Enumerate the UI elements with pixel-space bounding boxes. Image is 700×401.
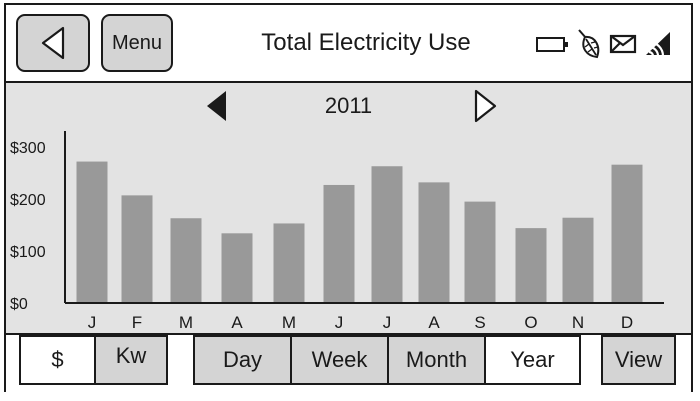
filled-triangle-left-icon[interactable] bbox=[204, 89, 230, 123]
week-button[interactable]: Week bbox=[290, 335, 389, 385]
y-tick-label: $300 bbox=[10, 140, 46, 157]
bar bbox=[371, 166, 403, 303]
kw-unit-button[interactable]: Kw bbox=[94, 335, 168, 385]
bar bbox=[273, 223, 305, 303]
bar bbox=[221, 233, 253, 303]
y-tick-label: $0 bbox=[10, 296, 28, 313]
x-tick-label: N bbox=[572, 313, 584, 332]
dollar-unit-button[interactable]: $ bbox=[19, 335, 96, 385]
x-tick-label: J bbox=[88, 313, 97, 332]
bar bbox=[562, 217, 594, 303]
bar bbox=[515, 228, 547, 303]
x-tick-label: D bbox=[621, 313, 633, 332]
bar bbox=[611, 164, 643, 303]
bar bbox=[418, 182, 450, 303]
triangle-left-icon bbox=[41, 26, 65, 60]
x-tick-label: M bbox=[179, 313, 193, 332]
outline-triangle-right-icon[interactable] bbox=[472, 89, 498, 123]
battery-icon bbox=[536, 37, 568, 52]
back-button[interactable] bbox=[16, 14, 90, 72]
x-tick-label: F bbox=[132, 313, 142, 332]
month-button[interactable]: Month bbox=[387, 335, 486, 385]
bar bbox=[323, 184, 355, 303]
x-tick-label: A bbox=[231, 313, 243, 332]
bar bbox=[121, 195, 153, 303]
x-tick-label: A bbox=[428, 313, 440, 332]
header: Menu Total Electricity Use bbox=[6, 5, 691, 83]
bar-chart: $0 $100 $200 $300 J F M A M J J A S O N D bbox=[10, 131, 664, 332]
bar bbox=[170, 218, 202, 303]
y-tick-label: $100 bbox=[10, 244, 46, 261]
bar bbox=[464, 201, 496, 303]
bar bbox=[76, 161, 108, 303]
x-tick-label: J bbox=[383, 313, 392, 332]
y-tick-label: $200 bbox=[10, 192, 46, 209]
page-title: Total Electricity Use bbox=[261, 29, 471, 56]
app-frame: Menu Total Electricity Use bbox=[4, 3, 693, 392]
year-button[interactable]: Year bbox=[484, 335, 581, 385]
leaf-icon bbox=[578, 29, 600, 59]
x-tick-label: M bbox=[282, 313, 296, 332]
status-icons bbox=[535, 27, 673, 61]
mail-icon bbox=[609, 34, 637, 54]
controls-bar: $ Kw Day Week Month Year View bbox=[6, 335, 691, 392]
menu-button[interactable]: Menu bbox=[101, 14, 173, 72]
year-label: 2011 bbox=[324, 93, 373, 118]
x-tick-label: S bbox=[474, 313, 485, 332]
signal-icon bbox=[646, 32, 670, 57]
day-button[interactable]: Day bbox=[193, 335, 292, 385]
view-button[interactable]: View bbox=[601, 335, 676, 385]
x-tick-label: J bbox=[335, 313, 344, 332]
x-tick-label: O bbox=[524, 313, 537, 332]
chart-area: $0 $100 $200 $300 J F M A M J J A S O N D 2011 bbox=[6, 83, 691, 335]
